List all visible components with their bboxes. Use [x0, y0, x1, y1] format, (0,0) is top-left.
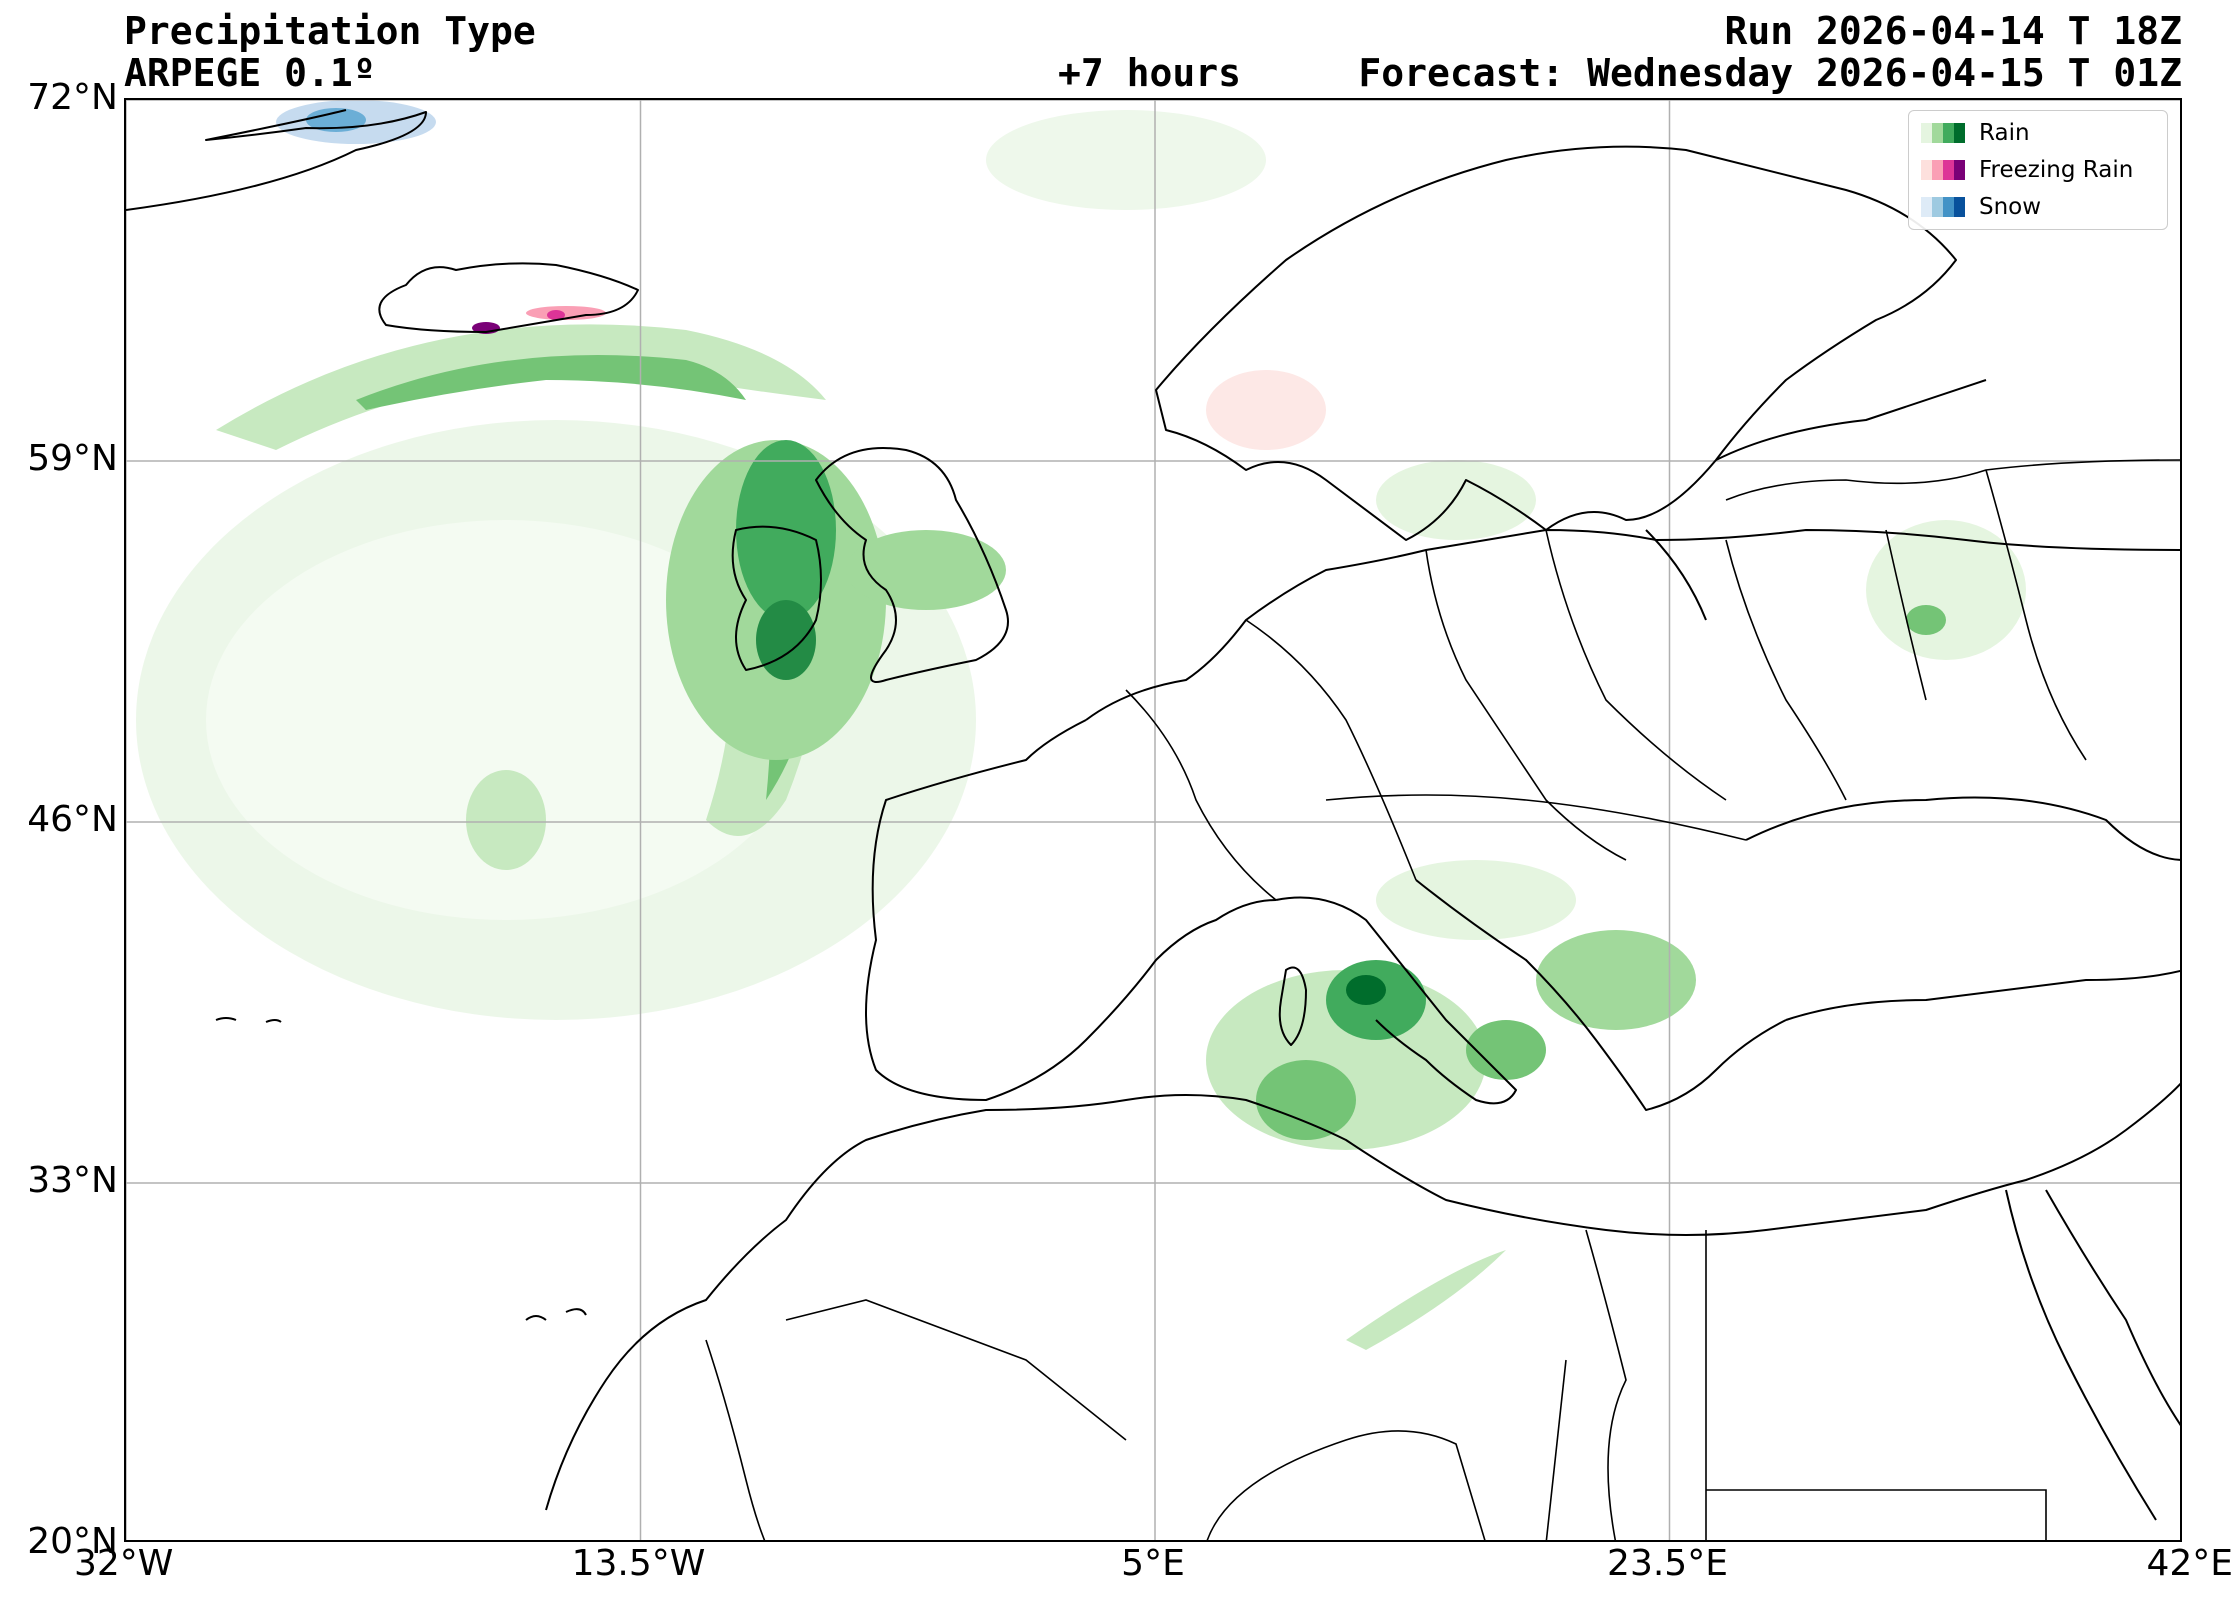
border	[785, 1299, 1127, 1441]
rain-area	[206, 520, 806, 920]
coastline-italy	[1275, 896, 1517, 1105]
coastline-turkey	[1745, 796, 2180, 1021]
border	[1885, 529, 1927, 701]
border	[1325, 794, 1747, 841]
lat-tick-label: 46°N	[27, 799, 118, 840]
coastline-iceland	[378, 262, 639, 333]
rain-area	[1866, 520, 2026, 660]
border	[1585, 1229, 1627, 1540]
lon-tick-label: 13.5°W	[571, 1543, 706, 1584]
freezing-rain-area	[547, 310, 565, 320]
freezing-rain-area	[526, 306, 606, 320]
legend-color-step	[1954, 123, 1965, 143]
freezing-rain-area	[1206, 370, 1326, 450]
coastline-north-africa	[545, 1082, 2180, 1511]
legend-color-step	[1932, 160, 1943, 180]
border	[1725, 459, 2180, 501]
rain-area	[466, 770, 546, 870]
map-title: Precipitation Type	[124, 9, 536, 53]
coastline-azores	[215, 1017, 282, 1023]
border	[1206, 1430, 1486, 1540]
coastline-great-britain	[815, 447, 1009, 683]
forecast-time: Forecast: Wednesday 2026-04-15 T 01Z	[1358, 51, 2182, 95]
rain-band	[356, 355, 746, 410]
border	[705, 1339, 766, 1540]
legend: Rain Freezing Rain Snow	[1908, 110, 2168, 230]
lon-tick-label: 42°E	[2146, 1543, 2233, 1584]
legend-color-step	[1921, 123, 1932, 143]
coastline-ireland	[731, 525, 822, 671]
legend-swatch-snow	[1921, 197, 1965, 217]
legend-color-step	[1921, 197, 1932, 217]
lat-tick-label: 33°N	[27, 1160, 118, 1201]
legend-color-step	[1943, 123, 1954, 143]
rain-area	[1536, 930, 1696, 1030]
map-canvas	[126, 100, 2180, 1540]
gridlines	[126, 100, 2180, 1540]
lat-tick-label: 72°N	[27, 77, 118, 118]
legend-color-step	[1932, 123, 1943, 143]
legend-label-rain: Rain	[1979, 120, 2030, 146]
rain-area	[986, 110, 1266, 210]
lat-tick-label: 20°N	[27, 1521, 118, 1562]
run-time: Run 2026-04-14 T 18Z	[1724, 9, 2182, 53]
legend-item-freezing-rain: Freezing Rain	[1921, 155, 2133, 185]
snow-area	[306, 108, 366, 132]
border	[1545, 529, 1727, 801]
coastline-europe	[1085, 529, 2180, 721]
legend-label-snow: Snow	[1979, 194, 2042, 220]
model-name: ARPEGE 0.1º	[124, 51, 376, 95]
legend-label-freezing-rain: Freezing Rain	[1979, 157, 2134, 183]
lon-tick-label: 5°E	[1121, 1543, 1185, 1584]
rain-area	[756, 600, 816, 680]
border	[1245, 619, 1417, 881]
border	[1705, 1230, 2047, 1540]
legend-swatch-rain	[1921, 123, 1965, 143]
border	[1545, 1359, 1567, 1540]
map-area[interactable]	[124, 98, 2182, 1542]
lon-tick-label: 23.5°E	[1607, 1543, 1728, 1584]
rain-area	[1376, 860, 1576, 940]
lat-tick-label: 59°N	[27, 438, 118, 479]
coastline-balkans	[1415, 879, 1787, 1111]
legend-color-step	[1921, 160, 1932, 180]
rain-area	[1346, 975, 1386, 1005]
coastline-iberia	[865, 719, 1277, 1101]
rain-band	[1346, 1250, 1506, 1350]
lon-tick-label: 32°W	[74, 1543, 174, 1584]
legend-color-step	[1932, 197, 1943, 217]
rain-area	[1376, 460, 1536, 540]
country-borders	[705, 459, 2180, 1540]
legend-item-snow: Snow	[1921, 192, 2041, 222]
rain-area	[1906, 605, 1946, 635]
legend-color-step	[1954, 160, 1965, 180]
coastlines	[126, 109, 2180, 1521]
legend-swatch-freezing-rain	[1921, 160, 1965, 180]
coastline-canary-islands	[525, 1308, 587, 1321]
legend-color-step	[1943, 197, 1954, 217]
precipitation-layer	[136, 100, 2026, 1350]
legend-item-rain: Rain	[1921, 118, 2030, 148]
rain-band	[216, 324, 826, 450]
coastline-red-sea	[2005, 1189, 2180, 1521]
coastline-sardinia	[1278, 966, 1307, 1046]
border	[1985, 469, 2087, 761]
rain-area	[1256, 1060, 1356, 1140]
coastline-scandinavia	[1155, 145, 1957, 541]
lead-time: +7 hours	[1058, 51, 1242, 95]
coastline-finland	[1645, 379, 1987, 621]
coastline-greenland	[126, 109, 427, 211]
legend-color-step	[1943, 160, 1954, 180]
border	[1125, 689, 1277, 901]
rain-area	[846, 530, 1006, 610]
legend-color-step	[1954, 197, 1965, 217]
border	[1725, 539, 1847, 801]
border	[1425, 549, 1627, 861]
rain-area	[1466, 1020, 1546, 1080]
